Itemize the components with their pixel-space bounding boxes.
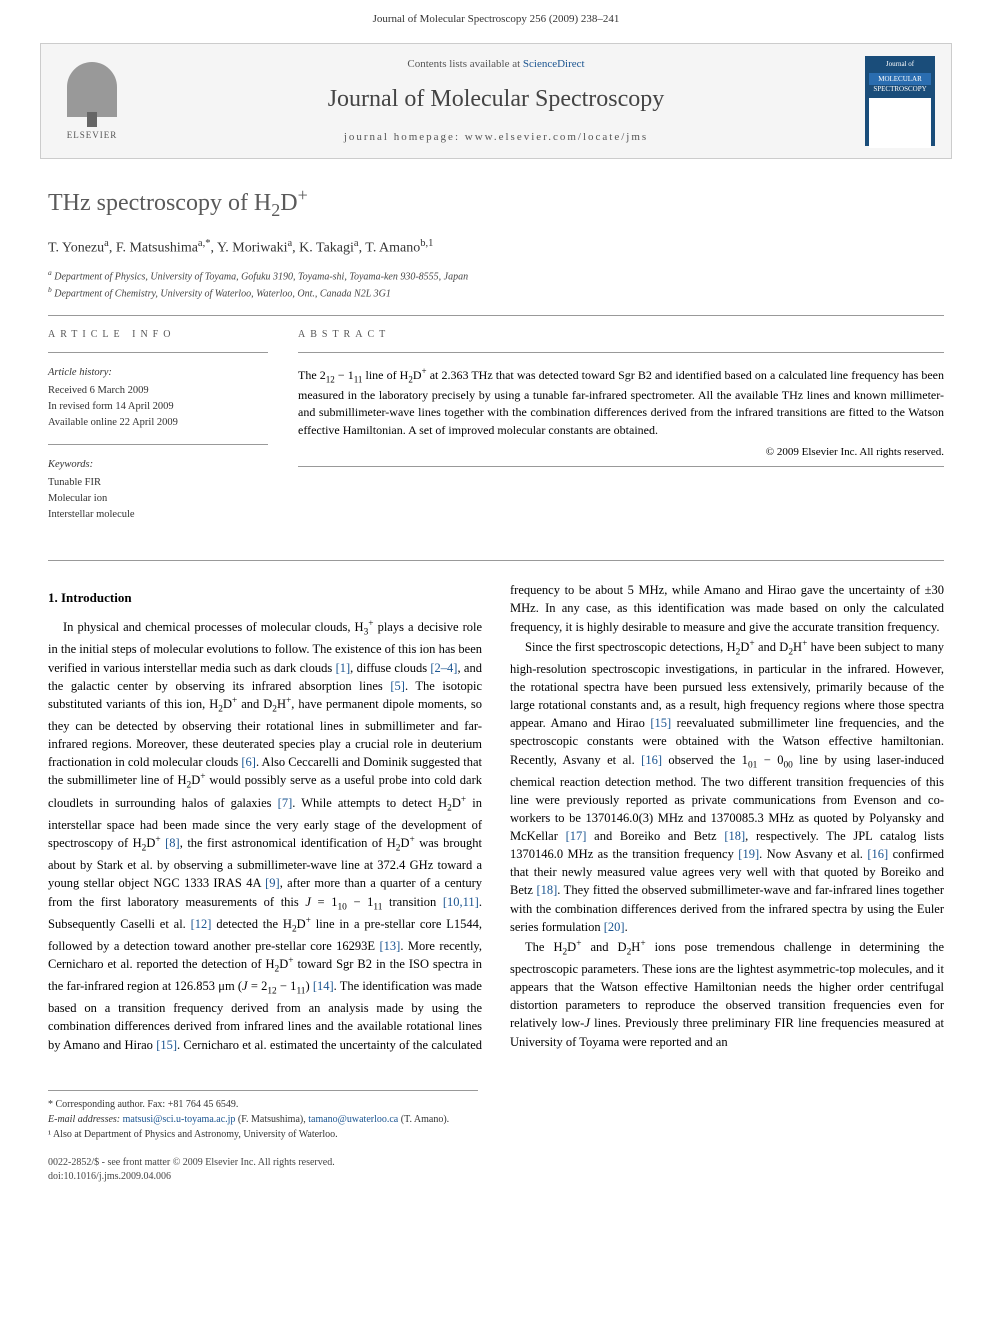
article-title: THz spectroscopy of H2D+ [48, 183, 944, 223]
keyword-3: Interstellar molecule [48, 507, 268, 523]
journal-name: Journal of Molecular Spectroscopy [127, 83, 865, 117]
elsevier-label: ELSEVIER [67, 129, 118, 142]
section-1-heading: 1. Introduction [48, 589, 482, 608]
keywords-heading: Keywords: [48, 457, 268, 473]
abstract-heading: ABSTRACT [298, 328, 944, 342]
contents-line: Contents lists available at ScienceDirec… [127, 57, 865, 72]
journal-cover-thumb: Journal of MOLECULAR SPECTROSCOPY [865, 56, 935, 146]
homepage-line: journal homepage: www.elsevier.com/locat… [127, 130, 865, 145]
cover-body [869, 98, 931, 148]
footnotes: * Corresponding author. Fax: +81 764 45 … [48, 1090, 478, 1142]
corresponding-author: * Corresponding author. Fax: +81 764 45 … [48, 1097, 478, 1112]
footnote-1: ¹ Also at Department of Physics and Astr… [48, 1127, 478, 1142]
email-label: E-mail addresses: [48, 1114, 120, 1125]
elsevier-logo: ELSEVIER [57, 61, 127, 141]
email-1-who: (F. Matsushima), [238, 1114, 306, 1125]
paragraph-3: The H2D+ and D2H+ ions pose tremendous c… [510, 938, 944, 1051]
abstract-copyright: © 2009 Elsevier Inc. All rights reserved… [298, 445, 944, 460]
keywords-block: Keywords: Tunable FIR Molecular ion Inte… [48, 457, 268, 522]
footer-left: 0022-2852/$ - see front matter © 2009 El… [48, 1156, 335, 1184]
cover-line2: MOLECULAR [869, 73, 931, 85]
keyword-1: Tunable FIR [48, 475, 268, 491]
article-area: THz spectroscopy of H2D+ T. Yonezua, F. … [0, 183, 992, 1141]
cover-line3: SPECTROSCOPY [869, 85, 931, 93]
sciencedirect-link[interactable]: ScienceDirect [523, 58, 585, 70]
body-divider [48, 560, 944, 561]
paragraph-2: Since the first spectroscopic detections… [510, 638, 944, 936]
abstract-text: The 212 − 111 line of H2D+ at 2.363 THz … [298, 365, 944, 439]
abstract-column: ABSTRACT The 212 − 111 line of H2D+ at 2… [298, 328, 944, 536]
abstract-divider [298, 352, 944, 353]
article-info-heading: ARTICLE INFO [48, 328, 268, 342]
info-divider-2 [48, 444, 268, 445]
affiliations: a Department of Physics, University of T… [48, 267, 944, 302]
article-info: ARTICLE INFO Article history: Received 6… [48, 328, 268, 536]
info-divider-1 [48, 352, 268, 353]
elsevier-tree-icon [67, 62, 117, 117]
email-2-who: (T. Amano). [401, 1114, 449, 1125]
body-text: 1. Introduction In physical and chemical… [48, 581, 944, 1053]
journal-banner: ELSEVIER Contents lists available at Sci… [40, 43, 952, 159]
contents-prefix: Contents lists available at [407, 58, 522, 70]
divider [48, 315, 944, 316]
page-footer: 0022-2852/$ - see front matter © 2009 El… [0, 1142, 992, 1204]
email-2-link[interactable]: tamano@uwaterloo.ca [308, 1114, 398, 1125]
cover-line1: Journal of [869, 60, 931, 68]
affiliation-b: b Department of Chemistry, University of… [48, 284, 944, 301]
affiliation-a: a Department of Physics, University of T… [48, 267, 944, 284]
history-revised: In revised form 14 April 2009 [48, 399, 268, 415]
authors-line: T. Yonezua, F. Matsushimaa,*, Y. Moriwak… [48, 237, 944, 258]
homepage-prefix: journal homepage: [344, 131, 465, 143]
history-online: Available online 22 April 2009 [48, 415, 268, 431]
footer-front-matter: 0022-2852/$ - see front matter © 2009 El… [48, 1156, 335, 1170]
keyword-2: Molecular ion [48, 491, 268, 507]
banner-center: Contents lists available at ScienceDirec… [127, 57, 865, 145]
homepage-url[interactable]: www.elsevier.com/locate/jms [465, 131, 648, 143]
history-block: Article history: Received 6 March 2009 I… [48, 365, 268, 430]
email-line: E-mail addresses: matsusi@sci.u-toyama.a… [48, 1112, 478, 1127]
email-1-link[interactable]: matsusi@sci.u-toyama.ac.jp [123, 1114, 236, 1125]
history-heading: Article history: [48, 365, 268, 381]
info-abstract-row: ARTICLE INFO Article history: Received 6… [48, 328, 944, 536]
history-received: Received 6 March 2009 [48, 383, 268, 399]
footer-doi: doi:10.1016/j.jms.2009.04.006 [48, 1170, 335, 1184]
abstract-divider-bottom [298, 466, 944, 467]
running-header: Journal of Molecular Spectroscopy 256 (2… [0, 0, 992, 35]
